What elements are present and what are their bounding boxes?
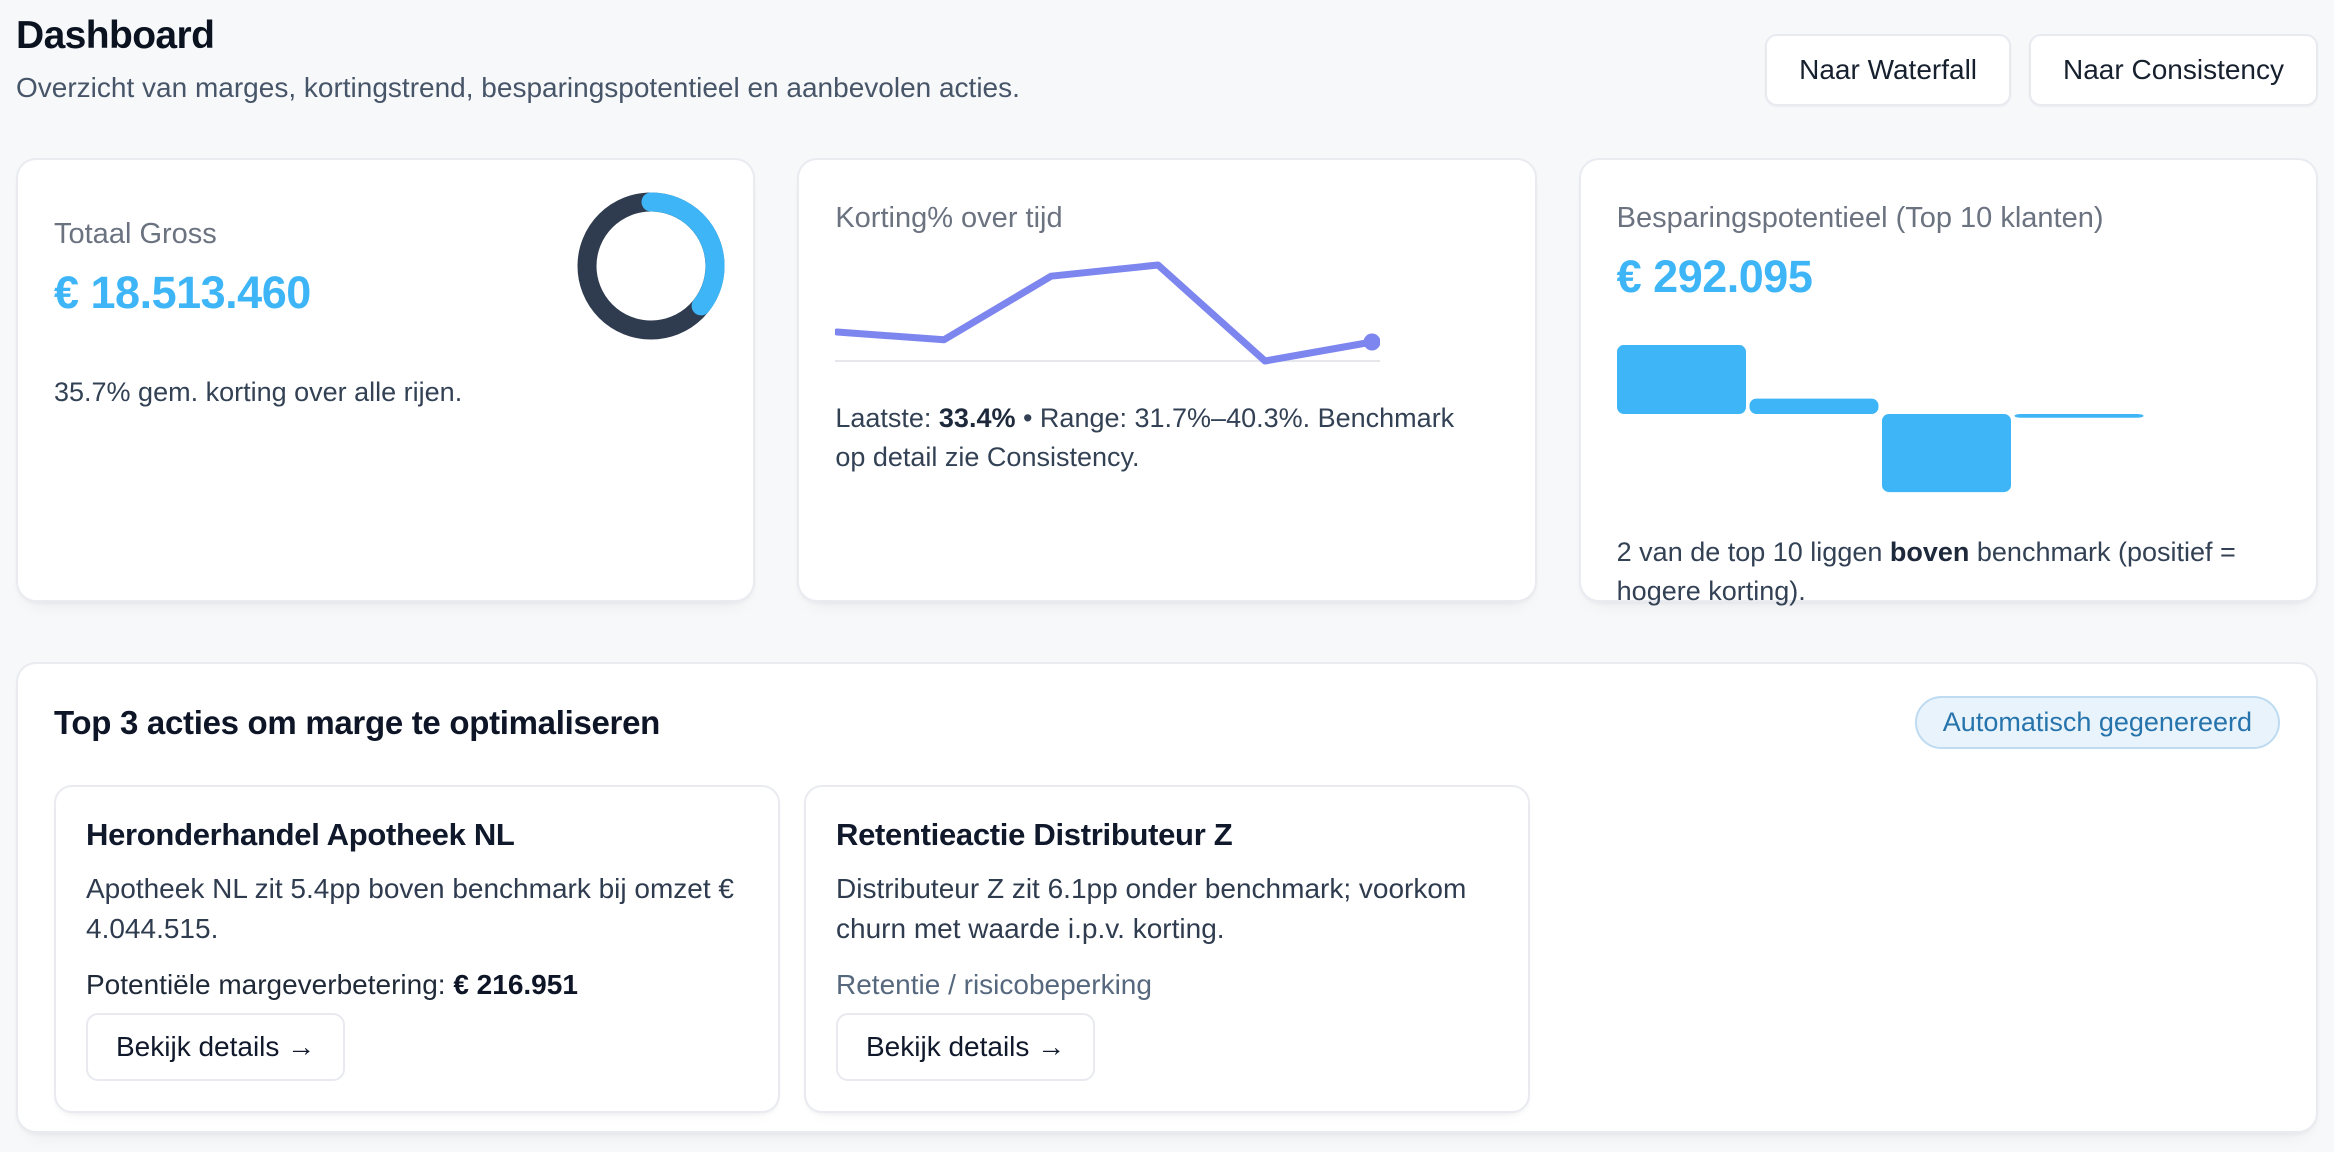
meta-value: € 216.951 bbox=[453, 968, 578, 1000]
kpi-caption: 2 van de top 10 liggen boven benchmark (… bbox=[1617, 533, 2280, 611]
page-subtitle: Overzicht van marges, kortingstrend, bes… bbox=[16, 72, 1020, 103]
actions-section: Top 3 acties om marge te optimaliseren A… bbox=[16, 662, 2318, 1133]
naar-consistency-button[interactable]: Naar Consistency bbox=[2029, 34, 2318, 106]
caption-post: benchmark (positief = hogere korting). bbox=[1616, 537, 2236, 607]
actions-grid: Heronderhandel Apotheek NL Apotheek NL z… bbox=[54, 785, 2280, 1113]
bekijk-details-button[interactable]: Bekijk details → bbox=[836, 1013, 1096, 1081]
action-card-heronderhandel: Heronderhandel Apotheek NL Apotheek NL z… bbox=[54, 785, 780, 1113]
actions-section-head: Top 3 acties om marge te optimaliseren A… bbox=[54, 696, 2280, 749]
kpi-value: € 18.513.460 bbox=[54, 267, 311, 318]
action-body: Apotheek NL zit 5.4pp boven benchmark bi… bbox=[86, 873, 735, 944]
kpi-label: Korting% over tijd bbox=[835, 202, 1063, 234]
action-meta: Potentiële margeverbetering: € 216.951 bbox=[86, 969, 578, 1001]
caption-bold: boven bbox=[1889, 537, 1970, 567]
kpi-card-korting-over-tijd: Korting% over tijd Laatste: 33.4% • Rang… bbox=[797, 158, 1537, 602]
action-card-retentieactie: Retentieactie Distributeur Z Distributeu… bbox=[804, 785, 1530, 1113]
kpi-caption: 35.7% gem. korting over alle rijen. bbox=[54, 377, 463, 407]
action-meta: Retentie / risicobeperking bbox=[836, 968, 1152, 1000]
actions-heading: Top 3 acties om marge te optimaliseren bbox=[54, 703, 661, 741]
meta-label: Potentiële margeverbetering: bbox=[86, 968, 454, 1000]
kpi-label: Totaal Gross bbox=[54, 218, 217, 250]
bar-chart bbox=[1616, 345, 2144, 493]
auto-generated-badge: Automatisch gegenereerd bbox=[1914, 696, 2280, 749]
kpi-row: Totaal Gross € 18.513.460 35.7% gem. kor… bbox=[16, 158, 2318, 606]
page-header: Dashboard Overzicht van marges, kortings… bbox=[16, 8, 2318, 106]
caption-last-value: 33.4% bbox=[938, 403, 1016, 433]
action-title: Heronderhandel Apotheek NL bbox=[86, 817, 515, 852]
header-nav-buttons: Naar Waterfall Naar Consistency bbox=[1765, 34, 2318, 106]
kpi-caption: Laatste: 33.4% • Range: 31.7%–40.3%. Ben… bbox=[835, 399, 1475, 477]
action-title: Retentieactie Distributeur Z bbox=[836, 817, 1233, 852]
caption-pre: Laatste: bbox=[835, 403, 939, 433]
caption-post: • Range: 31.7%–40.3%. Benchmark op detai… bbox=[835, 403, 1455, 473]
line-chart bbox=[835, 261, 1381, 365]
action-body: Distributeur Z zit 6.1pp onder benchmark… bbox=[836, 873, 1467, 944]
kpi-label: Besparingspotentieel (Top 10 klanten) bbox=[1616, 202, 2104, 234]
kpi-value: € 292.095 bbox=[1616, 251, 1813, 302]
naar-waterfall-button[interactable]: Naar Waterfall bbox=[1765, 34, 2012, 106]
caption-pre: 2 van de top 10 liggen bbox=[1616, 537, 1890, 567]
page-title: Dashboard bbox=[16, 14, 215, 57]
donut-chart bbox=[577, 192, 725, 340]
kpi-card-besparingspotentieel: Besparingspotentieel (Top 10 klanten) € … bbox=[1578, 158, 2318, 606]
bekijk-details-button[interactable]: Bekijk details → bbox=[86, 1013, 346, 1081]
header-text: Dashboard Overzicht van marges, kortings… bbox=[16, 8, 1020, 104]
kpi-card-totaal-gross: Totaal Gross € 18.513.460 35.7% gem. kor… bbox=[16, 158, 756, 602]
